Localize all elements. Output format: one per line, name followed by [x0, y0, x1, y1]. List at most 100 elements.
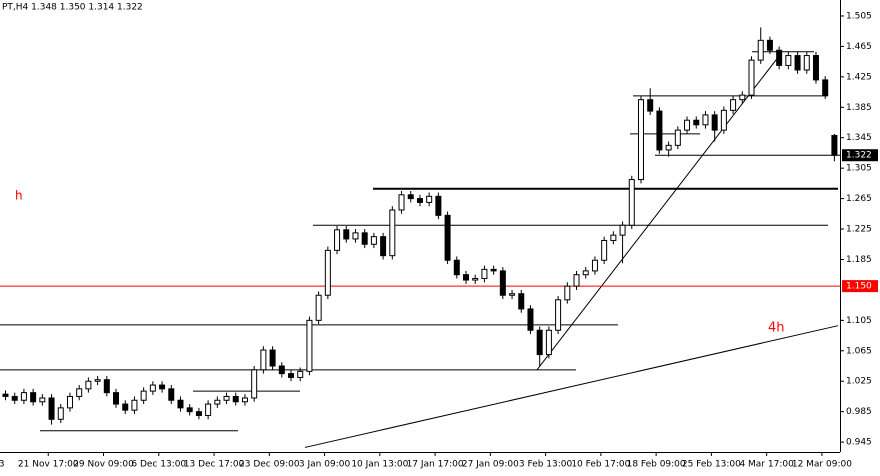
candle-body [509, 293, 516, 296]
candle-body [693, 119, 700, 126]
candle-body [186, 407, 193, 413]
candle-body [490, 268, 497, 272]
candle-body [269, 349, 276, 367]
candle-body [288, 373, 295, 378]
x-tick-label: 21 Nov 17:00 [18, 460, 79, 470]
x-tick-label: 12 Mar 09:00 [792, 460, 852, 470]
candle-body [730, 99, 737, 111]
candle-body [757, 39, 764, 61]
candle-body [591, 259, 598, 272]
candle-body [251, 369, 258, 399]
candle-body [76, 388, 83, 397]
candle-body [380, 236, 387, 257]
y-tick-label: 1.345 [846, 133, 872, 143]
candle-body [131, 399, 138, 411]
candle-body [20, 392, 27, 401]
y-tick-label: 1.425 [846, 72, 872, 82]
y-tick-label: 1.305 [846, 164, 872, 174]
candle-body [113, 392, 120, 405]
candle-body [582, 270, 589, 276]
candle-body [674, 129, 681, 146]
candle-body [306, 319, 313, 372]
x-tick-label: 13 Dec 17:00 [184, 460, 245, 470]
annotation: 4h [768, 321, 785, 336]
y-tick-label: 0.985 [846, 407, 872, 417]
candle-body [122, 403, 129, 411]
trendline [304, 325, 839, 448]
candle-body [48, 397, 55, 420]
y-tick-label: 1.385 [846, 103, 872, 113]
candle-body [103, 379, 110, 394]
candle-body [794, 55, 801, 71]
candle-body [389, 209, 396, 257]
x-tick-label: 2013 [0, 460, 4, 470]
y-tick-label: 1.225 [846, 225, 872, 235]
y-tick-label: 1.025 [846, 377, 872, 387]
candle-body [39, 397, 46, 403]
y-tick-label: 1.505 [846, 11, 872, 21]
candle-body [241, 397, 248, 403]
chart-title: PT,H4 1.348 1.350 1.314 1.322 [2, 3, 143, 13]
x-tick-label: 10 Feb 17:00 [571, 460, 630, 470]
candle-body [85, 380, 92, 390]
candle-body [711, 114, 718, 131]
y-tick-label: 1.465 [846, 42, 872, 52]
candle-body [398, 194, 405, 211]
candle-body [11, 395, 18, 401]
candle-body [159, 384, 166, 390]
candle-body [748, 59, 755, 96]
candle-body [637, 99, 644, 181]
y-tick-label: 0.945 [846, 438, 872, 448]
candle-body [555, 299, 562, 331]
price-label: 1.150 [846, 282, 872, 292]
x-tick-label: 6 Dec 13:00 [131, 460, 186, 470]
candle-body [545, 329, 552, 356]
trendline [536, 54, 781, 371]
candle-body [702, 114, 709, 126]
candle-body [2, 393, 9, 397]
candle-body [149, 384, 156, 392]
candle-body [536, 329, 543, 356]
candle-body [297, 370, 304, 378]
candle-body [361, 232, 368, 245]
candle-body [785, 55, 792, 66]
price-label-box [842, 280, 878, 293]
candle-body [831, 134, 838, 156]
y-tick-label: 1.265 [846, 194, 872, 204]
candle-body [435, 195, 442, 216]
candle-body [619, 224, 626, 236]
candle-body [776, 49, 783, 66]
candle-body [647, 99, 654, 112]
candle-body [260, 349, 267, 371]
candle-body [140, 390, 147, 401]
candle-body [481, 268, 488, 280]
x-tick-label: 29 Nov 09:00 [73, 460, 134, 470]
candle-body [628, 179, 635, 226]
candle-body [472, 278, 479, 281]
candle-body [463, 274, 469, 281]
candle-body [30, 392, 37, 403]
candle-body [232, 395, 239, 403]
candle-body [665, 144, 672, 151]
x-tick-label: 18 Feb 09:00 [627, 460, 686, 470]
y-tick-label: 1.065 [846, 346, 872, 356]
x-tick-label: 25 Feb 13:00 [682, 460, 741, 470]
candle-body [684, 119, 691, 131]
x-tick-label: 3 Jan 09:00 [299, 460, 351, 470]
candle-body [739, 94, 746, 101]
candle-body [195, 411, 202, 416]
candle-body [177, 399, 184, 409]
x-tick-label: 10 Jan 13:00 [351, 460, 408, 470]
candle-body [168, 388, 175, 401]
candle-body [803, 55, 810, 71]
candle-body [518, 293, 525, 310]
candle-body [315, 294, 322, 321]
candle-body [499, 270, 506, 296]
candle-body [812, 55, 819, 81]
candle-body [573, 274, 580, 287]
candle-body [426, 195, 433, 203]
x-tick-label: 4 Mar 17:00 [739, 460, 794, 470]
candle-body [205, 403, 212, 416]
